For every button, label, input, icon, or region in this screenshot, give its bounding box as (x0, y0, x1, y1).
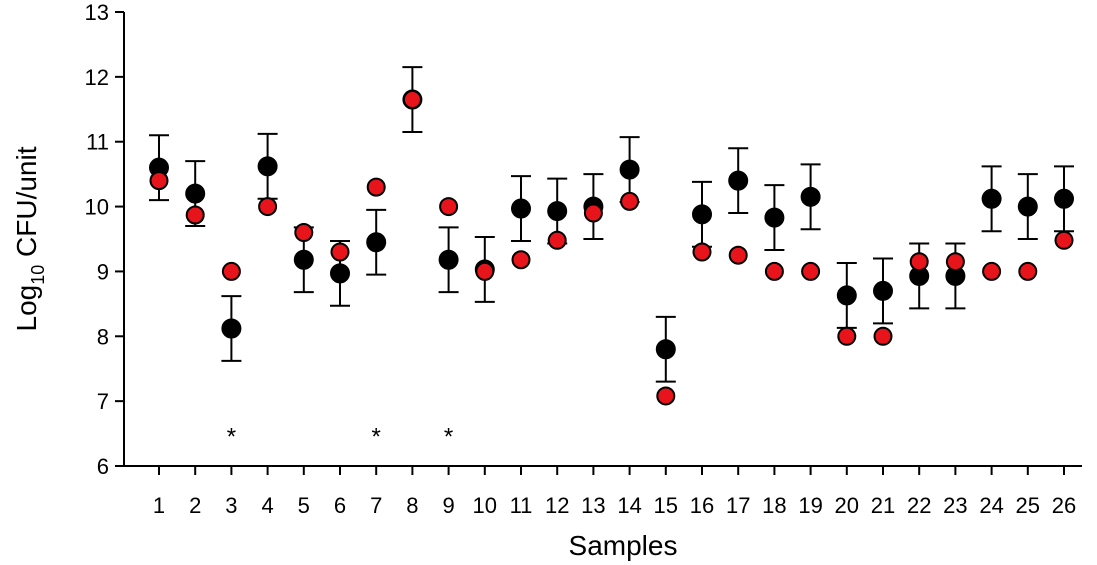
data-point-red (873, 326, 893, 346)
y-ticks: 6 7 8 9 10 11 12 13 (85, 0, 124, 479)
data-point-black (981, 188, 1002, 209)
y-tick-label: 10 (85, 195, 109, 220)
data-point-black (330, 263, 350, 284)
x-tick-label: 9 (442, 493, 454, 518)
y-tick-label: 11 (86, 130, 109, 155)
significance-asterisk: * (372, 423, 381, 450)
data-point-black (692, 204, 712, 225)
data-point-red (728, 245, 748, 265)
data-point-red (294, 223, 314, 243)
data-point-red (547, 230, 567, 250)
x-axis-title: Samples (569, 530, 678, 561)
data-point-black (764, 207, 785, 228)
data-point-black (438, 249, 459, 270)
x-tick-label: 15 (654, 493, 678, 518)
x-ticks: 1 2 3 4 5 6 7 8 9 10 11 12 13 14 15 16 17 18 19 20 21 22 23 24 2… (153, 466, 1076, 518)
data-point-red (692, 242, 712, 262)
y-axis-title-rest: CFU/unit (11, 146, 42, 264)
data-point-black (655, 339, 676, 360)
x-tick-label: 12 (545, 493, 569, 518)
x-tick-label: 21 (871, 493, 895, 518)
x-tick-label: 17 (726, 493, 750, 518)
annotations: * * * (227, 423, 454, 450)
data-point-black (873, 280, 893, 301)
x-tick-label: 10 (473, 493, 497, 518)
data-point-black (1054, 188, 1074, 209)
x-tick-label: 25 (1016, 493, 1040, 518)
y-axis-title: Log10 CFU/unit (11, 146, 48, 331)
significance-asterisk: * (444, 423, 453, 450)
data-point-red (149, 171, 169, 191)
y-tick-label: 6 (97, 454, 109, 479)
data-point-black (257, 156, 278, 177)
y-tick-label: 9 (97, 259, 109, 284)
data-point-red (221, 261, 241, 281)
x-tick-label: 19 (798, 493, 822, 518)
y-axis-title-subscript: 10 (28, 265, 48, 285)
data-point-black (800, 186, 821, 207)
x-tick-label: 24 (979, 493, 1003, 518)
data-point-red (909, 252, 929, 272)
data-point-black (293, 249, 314, 270)
data-point-black (619, 159, 640, 180)
data-point-black (836, 285, 857, 306)
x-tick-label: 2 (189, 493, 201, 518)
data-point-black (185, 183, 206, 204)
x-tick-label: 16 (690, 493, 714, 518)
data-point-red (366, 177, 386, 197)
data-point-black (728, 170, 749, 191)
data-points (149, 89, 1074, 406)
x-tick-label: 18 (762, 493, 786, 518)
data-point-red (656, 386, 676, 406)
data-point-red (258, 197, 278, 217)
x-tick-label: 22 (907, 493, 931, 518)
y-tick-label: 12 (85, 65, 109, 90)
data-point-red (1018, 261, 1038, 281)
x-tick-label: 13 (581, 493, 605, 518)
x-tick-label: 7 (370, 493, 382, 518)
x-tick-label: 8 (406, 493, 418, 518)
x-tick-label: 11 (510, 493, 533, 518)
axes (123, 12, 1082, 467)
data-point-red (583, 203, 603, 223)
data-point-red (982, 261, 1002, 281)
data-point-red (945, 252, 965, 272)
y-tick-label: 7 (97, 389, 109, 414)
x-tick-label: 14 (617, 493, 641, 518)
data-point-red (764, 261, 784, 281)
data-point-red (402, 90, 422, 110)
x-tick-label: 5 (298, 493, 310, 518)
x-tick-label: 26 (1052, 493, 1076, 518)
data-point-black (221, 318, 242, 339)
y-tick-label: 8 (97, 324, 109, 349)
data-point-red (837, 326, 857, 346)
data-point-red (1054, 230, 1074, 250)
x-tick-label: 3 (225, 493, 237, 518)
significance-asterisk: * (227, 423, 236, 450)
data-point-red (185, 205, 205, 225)
x-tick-label: 1 (153, 493, 165, 518)
x-tick-label: 6 (334, 493, 346, 518)
y-tick-label: 13 (85, 0, 109, 25)
data-point-red (475, 261, 495, 281)
y-axis-title-main: Log (11, 285, 42, 332)
data-point-red (439, 197, 459, 217)
data-point-black (511, 198, 531, 219)
data-point-red (620, 191, 640, 211)
data-point-black (547, 201, 568, 222)
x-tick-label: 4 (261, 493, 273, 518)
error-bars (149, 66, 1074, 383)
data-point-black (1017, 196, 1038, 217)
data-point-red (801, 261, 821, 281)
x-tick-label: 23 (943, 493, 967, 518)
data-point-black (366, 232, 387, 253)
data-point-red (511, 250, 531, 270)
data-point-red (330, 242, 350, 262)
x-tick-label: 20 (835, 493, 859, 518)
